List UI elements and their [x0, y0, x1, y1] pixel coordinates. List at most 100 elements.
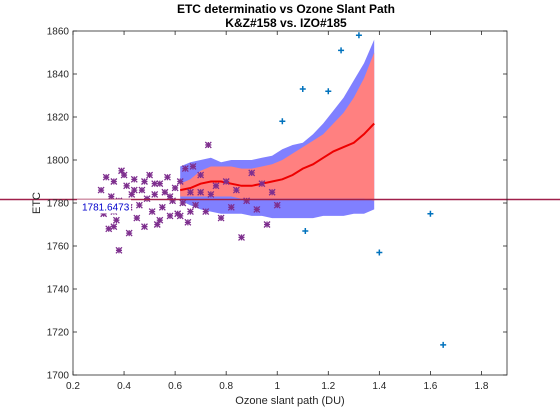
cluster-point — [128, 190, 136, 198]
cluster-point — [186, 208, 194, 216]
x-tick-label: 1 — [274, 381, 280, 392]
cluster-point — [156, 216, 164, 224]
cluster-point — [100, 210, 108, 218]
chart-subtitle: K&Z#158 vs. IZO#185 — [225, 16, 347, 30]
cluster-point — [107, 193, 115, 201]
cluster-point — [258, 180, 266, 188]
sparse-point — [279, 118, 286, 125]
x-tick-label: 0.2 — [66, 381, 80, 392]
x-tick-label: 1.8 — [475, 381, 489, 392]
cluster-point — [105, 225, 113, 233]
cluster-point — [130, 175, 138, 183]
cluster-point — [110, 223, 118, 231]
cluster-point — [171, 184, 179, 192]
cluster-point — [243, 197, 251, 205]
sparse-point — [338, 47, 345, 54]
cluster-point — [197, 171, 205, 179]
sparse-point — [427, 210, 434, 217]
axes: 0.2 0.4 0.6 0.8 1 1.2 1.4 1.6 1.8 1700 1720 1740 176… — [47, 27, 508, 392]
y-tick-label: 1700 — [47, 371, 70, 382]
cluster-point — [118, 167, 125, 175]
cluster-point — [212, 182, 220, 190]
cluster-point — [143, 195, 151, 203]
cluster-point — [238, 233, 245, 241]
cluster-point — [189, 162, 197, 170]
cluster-point — [253, 205, 261, 213]
y-tick-label: 1820 — [47, 113, 70, 124]
cluster-point — [120, 171, 128, 179]
cluster-point — [184, 218, 192, 226]
x-tick-label: 1.6 — [423, 381, 437, 392]
cluster-point — [135, 201, 143, 209]
cluster-point — [166, 193, 174, 201]
cluster-point — [192, 201, 200, 209]
y-tick-label: 1800 — [47, 156, 70, 167]
sparse-point — [299, 86, 306, 93]
y-tick-label: 1740 — [47, 285, 70, 296]
cluster-point — [204, 141, 212, 149]
cluster-point — [176, 212, 184, 220]
x-tick-label: 0.8 — [219, 381, 233, 392]
cluster-point — [138, 186, 146, 194]
cluster-point — [156, 180, 164, 188]
reference-label-box — [77, 199, 131, 214]
confidence-bands — [179, 39, 375, 219]
cluster-point — [130, 186, 138, 194]
sparse-point — [325, 88, 332, 95]
y-tick-label: 1840 — [47, 70, 70, 81]
cluster-point — [158, 203, 166, 211]
cluster-point — [202, 208, 210, 216]
cluster-point — [181, 165, 189, 173]
inner-band — [180, 52, 375, 201]
sparse-point — [440, 341, 447, 348]
cluster-point — [179, 199, 187, 207]
cluster-point — [148, 208, 156, 216]
y-tick-label: 1860 — [47, 27, 70, 38]
cluster-point — [141, 223, 148, 231]
cluster-point — [151, 180, 159, 188]
y-tick-label: 1780 — [47, 199, 70, 210]
y-tick-label: 1720 — [47, 328, 70, 339]
y-axis-label: ETC — [31, 192, 43, 214]
x-tick-label: 1.2 — [321, 381, 335, 392]
cluster-point — [169, 197, 177, 205]
cluster-point — [248, 169, 256, 177]
chart-title: ETC determinatio vs Ozone Slant Path — [177, 2, 395, 16]
cluster-point — [146, 171, 154, 179]
cluster-point — [151, 190, 159, 198]
cluster-point — [263, 221, 271, 228]
cluster-point — [123, 182, 131, 190]
fit-line — [179, 122, 375, 192]
cluster-point — [161, 188, 169, 196]
x-tick-label: 1.4 — [372, 381, 386, 392]
y-tick-label: 1760 — [47, 242, 70, 253]
cluster-point — [125, 229, 133, 237]
cluster-point — [112, 216, 120, 224]
cluster-point — [97, 186, 105, 194]
cluster-point — [273, 201, 281, 209]
cluster-point — [110, 178, 118, 185]
reference-label: 1781.6473 — [82, 202, 130, 213]
cluster-point — [222, 178, 230, 185]
cluster-point — [166, 212, 174, 220]
cluster-point — [115, 246, 123, 254]
x-axis-label: Ozone slant path (DU) — [235, 395, 344, 407]
cluster-point — [186, 188, 194, 196]
cluster-point — [217, 214, 225, 222]
x-tick-label: 0.4 — [117, 381, 131, 392]
cluster-point — [133, 214, 141, 222]
cluster-point — [197, 188, 205, 196]
cluster-point — [153, 221, 161, 228]
cluster-point — [102, 173, 110, 181]
cluster-point — [207, 190, 215, 198]
x-tick-label: 0.6 — [168, 381, 182, 392]
cluster-point — [268, 188, 276, 196]
cluster-point — [176, 178, 184, 185]
sparse-point — [355, 32, 362, 39]
sparse-point — [302, 227, 309, 234]
cluster-point — [163, 173, 171, 181]
reference-line-group: 1781.6473 — [0, 198, 560, 214]
cluster-point — [232, 186, 240, 194]
sparse-point — [376, 249, 383, 256]
